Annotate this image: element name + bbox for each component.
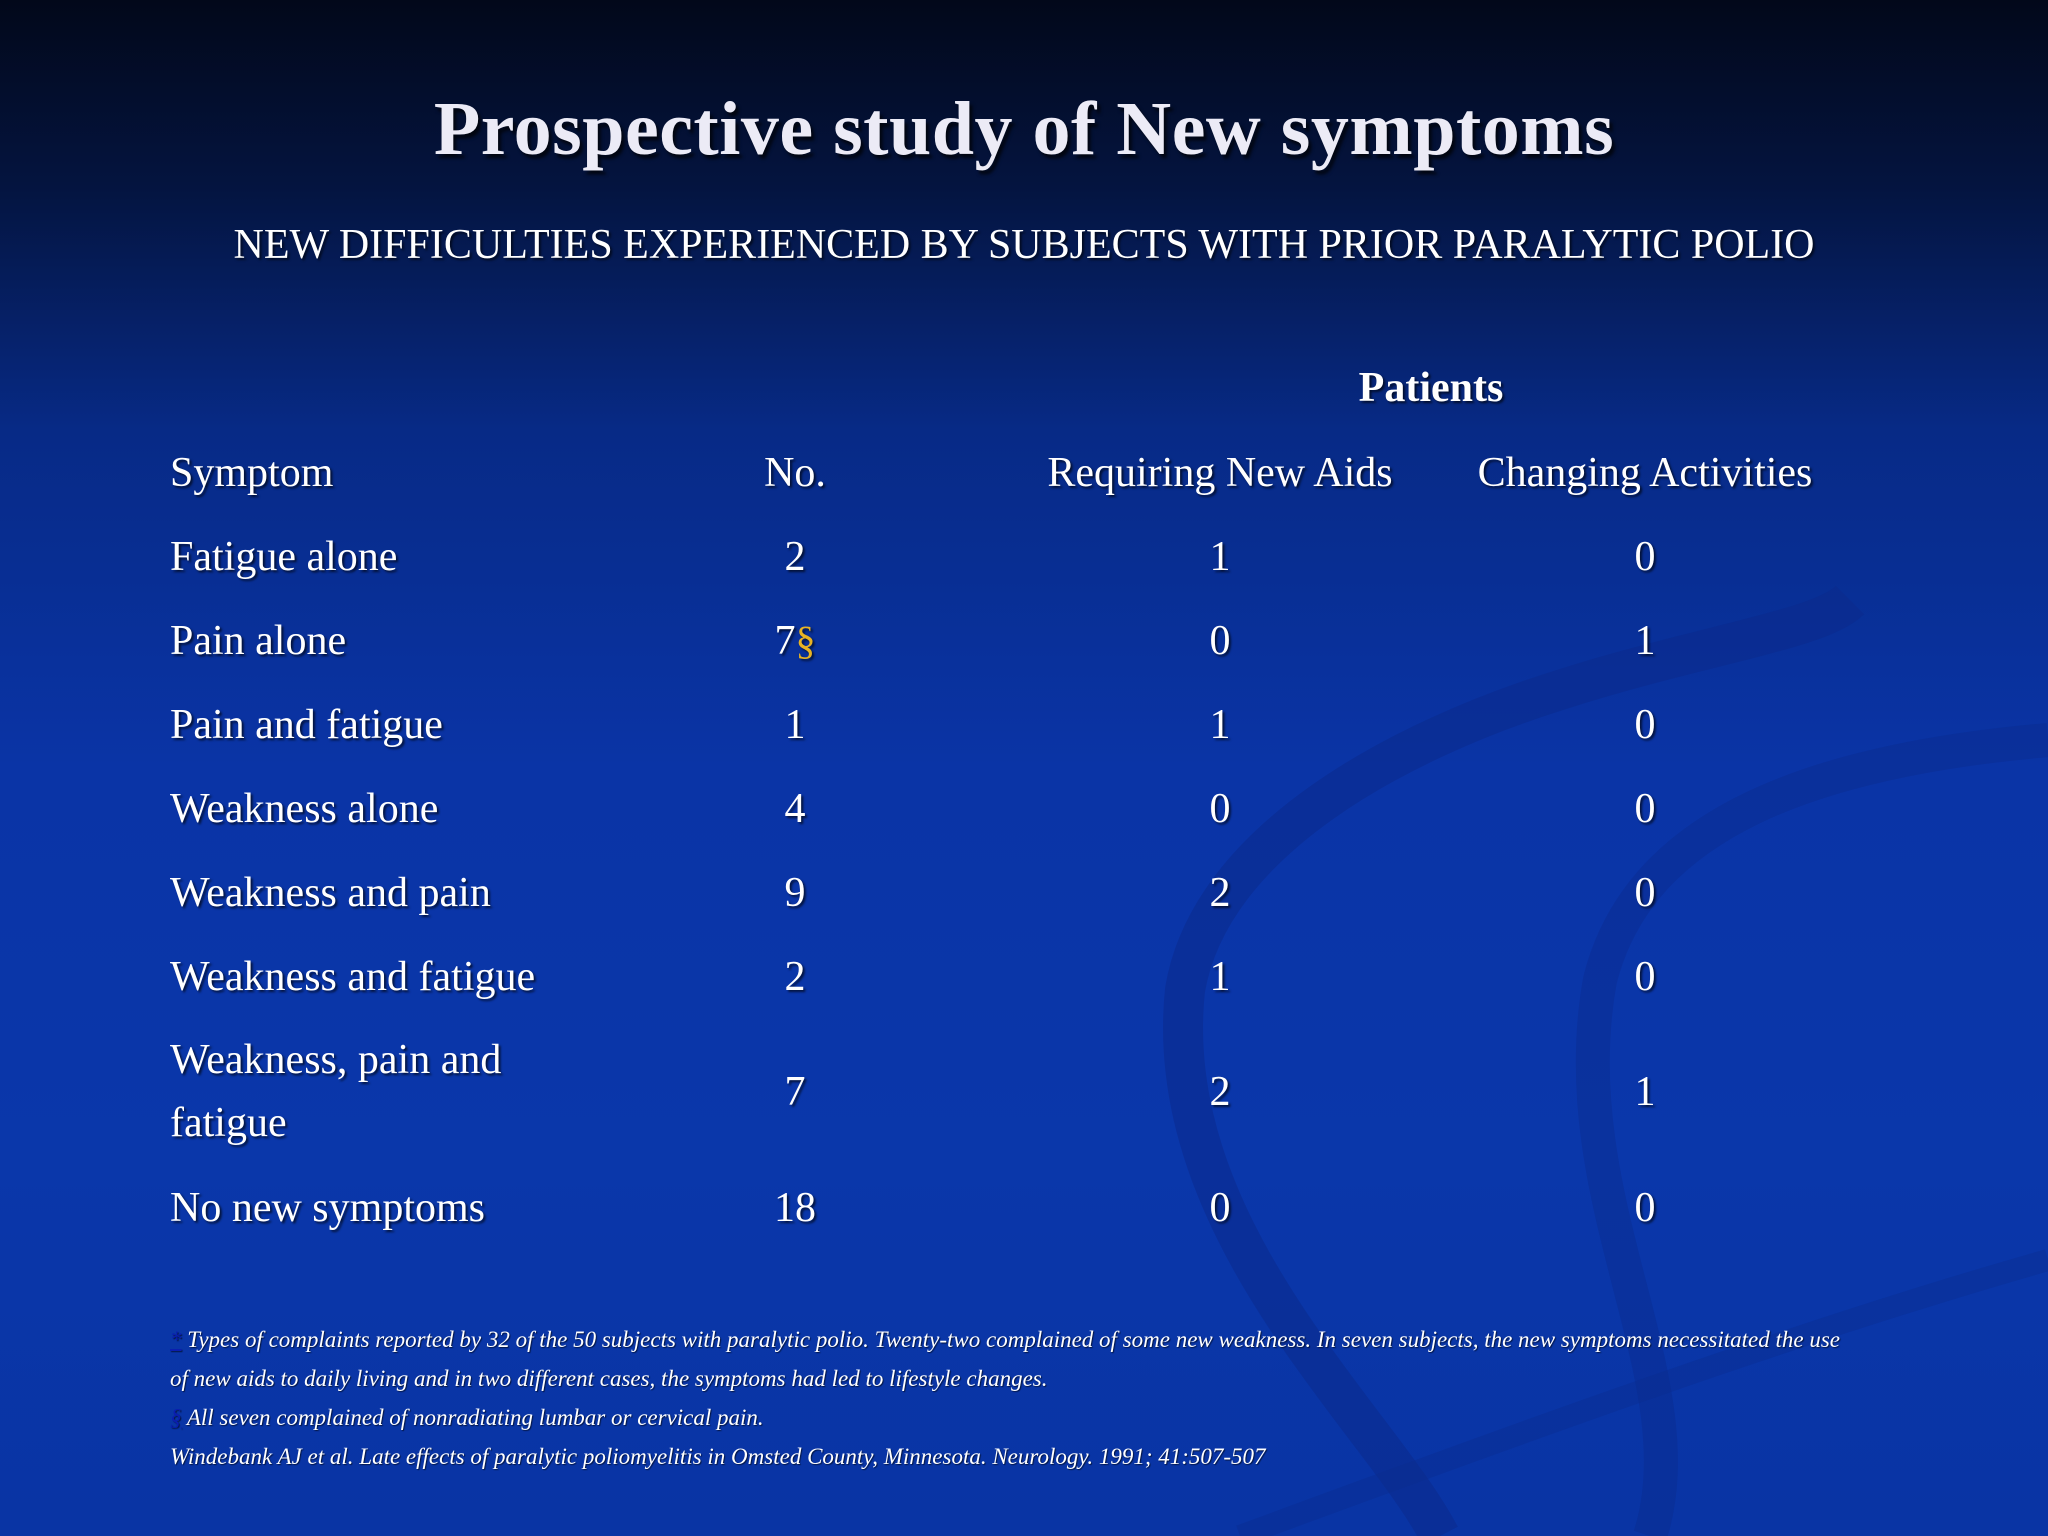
- row-requiring-new-aids: 0: [1209, 618, 1231, 664]
- footnote-2-text: All seven complained of nonradiating lum…: [181, 1405, 764, 1430]
- row-no: 18: [774, 1185, 816, 1231]
- row-symptom: Weakness alone: [170, 786, 439, 832]
- row-no: 7: [774, 618, 796, 664]
- footnotes: * Types of complaints reported by 32 of …: [170, 1320, 1850, 1476]
- row-changing-activities: 1: [1634, 1069, 1656, 1115]
- row-changing-activities: 0: [1634, 702, 1656, 748]
- row-symptom: Pain and fatigue: [170, 702, 443, 748]
- row-symptom: Fatigue alone: [170, 534, 398, 580]
- row-requiring-new-aids: 2: [1209, 870, 1231, 916]
- row-requiring-new-aids: 0: [1209, 786, 1231, 832]
- row-symptom: No new symptoms: [170, 1185, 485, 1231]
- row-no: 4: [784, 786, 806, 832]
- footnote-1: * Types of complaints reported by 32 of …: [170, 1320, 1850, 1398]
- row-no-with-marker: 7§: [720, 616, 870, 666]
- row-changing-activities: 0: [1634, 534, 1656, 580]
- row-no: 2: [784, 954, 806, 1000]
- footnote-asterisk-link[interactable]: *: [170, 1327, 182, 1352]
- citation: Windebank AJ et al. Late effects of para…: [170, 1444, 1266, 1469]
- slide-subtitle: NEW DIFFICULTIES EXPERIENCED BY SUBJECTS…: [233, 222, 1815, 268]
- row-requiring-new-aids: 1: [1209, 702, 1231, 748]
- row-changing-activities: 0: [1634, 786, 1656, 832]
- slide-title: Prospective study of New symptoms: [433, 87, 1615, 171]
- footnote-2: § All seven complained of nonradiating l…: [170, 1398, 1850, 1437]
- row-changing-activities: 0: [1634, 1185, 1656, 1231]
- row-no: 9: [784, 870, 806, 916]
- footnote-section-link[interactable]: §: [170, 1405, 182, 1430]
- row-requiring-new-aids: 2: [1209, 1069, 1231, 1115]
- row-changing-activities: 0: [1634, 954, 1656, 1000]
- row-symptom: Weakness and fatigue: [170, 954, 536, 1000]
- header-no: No.: [764, 450, 826, 496]
- row-requiring-new-aids: 0: [1209, 1185, 1231, 1231]
- row-no: 1: [784, 702, 806, 748]
- row-no: 2: [784, 534, 806, 580]
- row-symptom: Weakness and pain: [170, 870, 491, 916]
- header-symptom: Symptom: [170, 450, 334, 496]
- row-symptom: Weakness, pain and fatigue: [170, 1037, 502, 1146]
- row-requiring-new-aids: 1: [1209, 954, 1231, 1000]
- section-footnote-marker: §: [795, 618, 816, 663]
- row-changing-activities: 1: [1634, 618, 1656, 664]
- header-requiring-new-aids: Requiring New Aids: [1047, 450, 1393, 496]
- header-changing-activities: Changing Activities: [1477, 450, 1813, 496]
- footnote-1-text: Types of complaints reported by 32 of th…: [170, 1327, 1840, 1391]
- row-changing-activities: 0: [1634, 870, 1656, 916]
- row-no: 7: [784, 1069, 806, 1115]
- row-requiring-new-aids: 1: [1209, 534, 1231, 580]
- row-symptom: Pain alone: [170, 618, 347, 664]
- patients-group-header: Patients: [1358, 365, 1504, 411]
